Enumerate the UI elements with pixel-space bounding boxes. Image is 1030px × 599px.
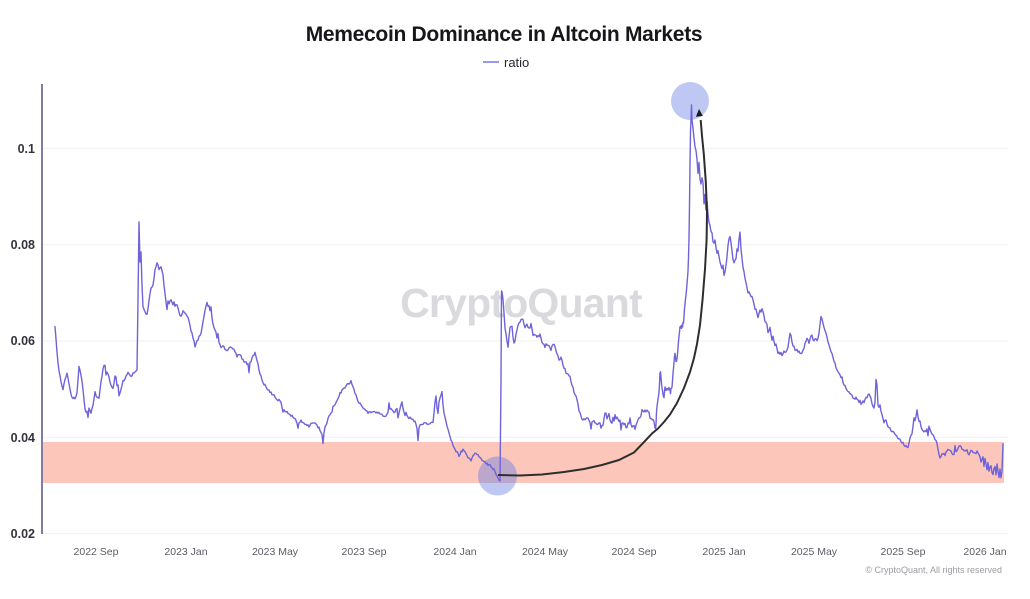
svg-text:0.06: 0.06 <box>11 334 35 348</box>
svg-text:2024 Sep: 2024 Sep <box>612 546 657 558</box>
svg-text:2025 Jan: 2025 Jan <box>702 546 745 558</box>
svg-text:2026 Jan: 2026 Jan <box>963 546 1006 558</box>
svg-text:2023 May: 2023 May <box>252 546 299 558</box>
svg-text:0.04: 0.04 <box>11 431 35 445</box>
svg-text:2025 May: 2025 May <box>791 546 838 558</box>
svg-text:ratio: ratio <box>504 55 529 70</box>
svg-text:2024 Jan: 2024 Jan <box>433 546 476 558</box>
svg-text:2023 Sep: 2023 Sep <box>342 546 387 558</box>
svg-text:Memecoin Dominance in Altcoin: Memecoin Dominance in Altcoin Markets <box>306 23 703 46</box>
svg-text:© CryptoQuant, All rights rese: © CryptoQuant, All rights reserved <box>865 565 1002 575</box>
svg-text:0.1: 0.1 <box>18 142 35 156</box>
svg-text:0.08: 0.08 <box>11 238 35 252</box>
svg-text:2025 Sep: 2025 Sep <box>881 546 926 558</box>
svg-text:0.02: 0.02 <box>11 527 35 541</box>
svg-text:2024 May: 2024 May <box>522 546 569 558</box>
svg-text:2022 Sep: 2022 Sep <box>74 546 119 558</box>
svg-text:2023 Jan: 2023 Jan <box>164 546 207 558</box>
